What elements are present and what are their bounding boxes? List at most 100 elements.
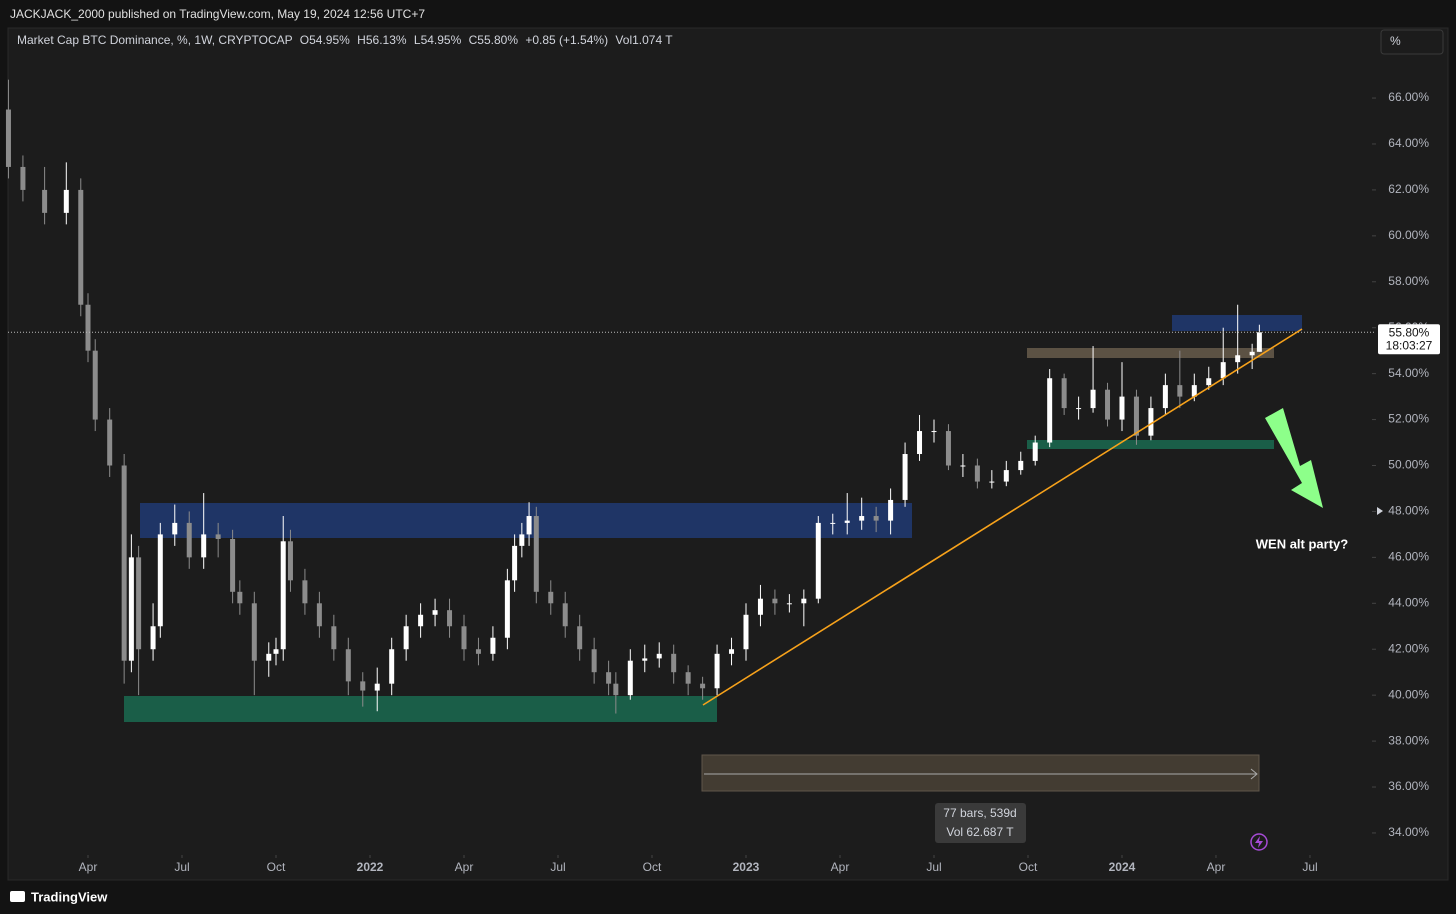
- y-tick-label: 44.00%: [1388, 595, 1429, 609]
- candle-body: [389, 649, 395, 684]
- candle-body: [1162, 385, 1168, 409]
- x-tick-label: 2023: [733, 860, 760, 874]
- y-tick-label: 36.00%: [1388, 779, 1429, 793]
- x-tick-label: 2022: [357, 860, 384, 874]
- candle-body: [1249, 351, 1255, 356]
- range-zone: [1027, 348, 1274, 358]
- candle-body: [757, 598, 763, 615]
- candle-body: [215, 534, 221, 539]
- y-tick-label: 40.00%: [1388, 687, 1429, 701]
- candle-body: [1090, 389, 1096, 409]
- candle-body: [201, 534, 207, 558]
- candle-body: [1191, 385, 1197, 397]
- candle-body: [700, 683, 706, 689]
- candle-body: [627, 660, 633, 696]
- x-tick-label: Apr: [831, 860, 850, 874]
- brand: TradingView: [31, 889, 108, 904]
- measure-bars: 77 bars, 539d: [943, 806, 1016, 820]
- candle-body: [1206, 378, 1212, 386]
- candle-body: [1220, 362, 1226, 379]
- chart-panel: [7, 27, 1449, 881]
- candle-body: [830, 522, 836, 524]
- candle-body: [844, 520, 850, 523]
- candle-body: [1047, 378, 1053, 443]
- resistance-zone: [140, 503, 912, 538]
- change: +0.85 (+1.54%): [525, 33, 608, 47]
- candle-body: [519, 534, 525, 546]
- candle-body: [403, 626, 409, 650]
- alert-icon-bolt: [1255, 836, 1263, 848]
- x-tick-label: Jul: [174, 860, 189, 874]
- y-tick-label: 60.00%: [1388, 228, 1429, 242]
- y-tick-label: 34.00%: [1388, 825, 1429, 839]
- candle-body: [302, 580, 308, 604]
- x-tick-label: Apr: [79, 860, 98, 874]
- candle-body: [1148, 408, 1154, 436]
- candle-body: [237, 591, 243, 604]
- candle-body: [63, 189, 69, 213]
- candle-body: [42, 189, 48, 213]
- candle-body: [815, 522, 821, 599]
- measure-tooltip: [935, 803, 1026, 843]
- x-tick-label: Oct: [267, 860, 286, 874]
- high-value: 56.13%: [366, 33, 407, 47]
- candle-body: [902, 454, 908, 500]
- price-marker: [1377, 507, 1383, 515]
- candle-body: [150, 626, 156, 650]
- open-value: 54.95%: [309, 33, 350, 47]
- y-tick-label: 62.00%: [1388, 182, 1429, 196]
- alert-icon[interactable]: [1250, 833, 1268, 851]
- candle-body: [873, 516, 879, 521]
- candle-body: [5, 109, 11, 167]
- y-tick-label: 38.00%: [1388, 733, 1429, 747]
- candle-body: [1003, 470, 1009, 482]
- candle-body: [92, 350, 98, 420]
- candle-body: [475, 649, 481, 654]
- scale-button[interactable]: [1380, 29, 1444, 55]
- candle-body: [1177, 385, 1183, 397]
- brand-logo: [10, 891, 25, 902]
- candle-body: [577, 626, 583, 650]
- candle-body: [1119, 396, 1125, 420]
- y-tick-label: 46.00%: [1388, 550, 1429, 564]
- high-label: H: [357, 33, 366, 47]
- close-value: 55.80%: [477, 33, 518, 47]
- low-value: 54.95%: [421, 33, 462, 47]
- plot: [5, 79, 1376, 858]
- candle-body: [945, 431, 951, 466]
- measure-arrowhead: [1250, 768, 1258, 780]
- x-tick-label: Oct: [1019, 860, 1038, 874]
- x-tick-label: Jul: [1302, 860, 1317, 874]
- annotation: WEN alt party?: [1256, 536, 1349, 551]
- candle-body: [656, 653, 662, 659]
- candle-body: [136, 557, 142, 650]
- candle-body: [374, 683, 380, 691]
- candle-body: [432, 610, 438, 615]
- candle-body: [801, 598, 807, 604]
- candle-body: [786, 603, 792, 605]
- candle-body: [1061, 378, 1067, 409]
- candle-body: [859, 516, 865, 521]
- candle-body: [128, 557, 134, 661]
- y-tick-label: 66.00%: [1388, 90, 1429, 104]
- y-tick-label: 52.00%: [1388, 412, 1429, 426]
- candle-body: [931, 431, 937, 433]
- candle-body: [1018, 460, 1024, 471]
- close-label: C: [469, 33, 478, 47]
- measure-vol: Vol 62.687 T: [946, 825, 1014, 839]
- candle-body: [1032, 442, 1038, 461]
- trend-line: [702, 328, 1303, 706]
- candle-body: [729, 649, 735, 654]
- candle-body: [157, 534, 163, 627]
- scale-button-label[interactable]: %: [1390, 34, 1401, 48]
- candle-body: [172, 522, 178, 535]
- candle-body: [461, 626, 467, 650]
- candle-body: [526, 516, 532, 535]
- candle-body: [888, 499, 894, 521]
- candle-body: [107, 419, 113, 466]
- support-zone-right: [1027, 440, 1274, 449]
- candle-body: [562, 603, 568, 627]
- countdown: 18:03:27: [1386, 338, 1433, 352]
- candle-body: [230, 538, 236, 592]
- candle-body: [1235, 355, 1241, 363]
